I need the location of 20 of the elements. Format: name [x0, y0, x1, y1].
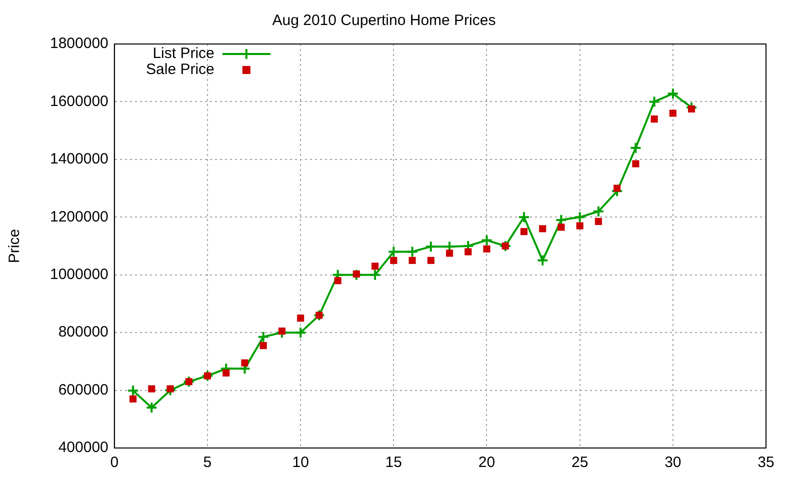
x-tick-label: 35: [758, 454, 774, 472]
y-tick-label: 800000: [58, 324, 108, 341]
legend-label: List Price: [152, 45, 214, 62]
y-tick-label: 1400000: [50, 150, 108, 168]
x-tick-label: 15: [385, 454, 402, 472]
y-tick-label: 1600000: [50, 92, 108, 110]
chart-title: Aug 2010 Cupertino Home Prices: [272, 12, 496, 30]
y-tick-label: 1200000: [50, 208, 108, 226]
legend-label: Sale Price: [146, 61, 214, 78]
x-tick-label: 30: [664, 454, 682, 472]
y-tick-label: 1800000: [50, 35, 108, 52]
x-tick-label: 10: [292, 454, 309, 472]
x-tick-label: 20: [478, 454, 496, 472]
y-axis-title: Price: [6, 228, 24, 264]
y-tick-label: 1000000: [50, 266, 108, 283]
y-tick-label: 600000: [58, 381, 108, 398]
y-tick-label: 400000: [58, 439, 108, 456]
x-tick-label: 5: [203, 454, 212, 472]
x-tick-label: 25: [571, 454, 588, 472]
x-tick-label: 0: [110, 454, 119, 472]
